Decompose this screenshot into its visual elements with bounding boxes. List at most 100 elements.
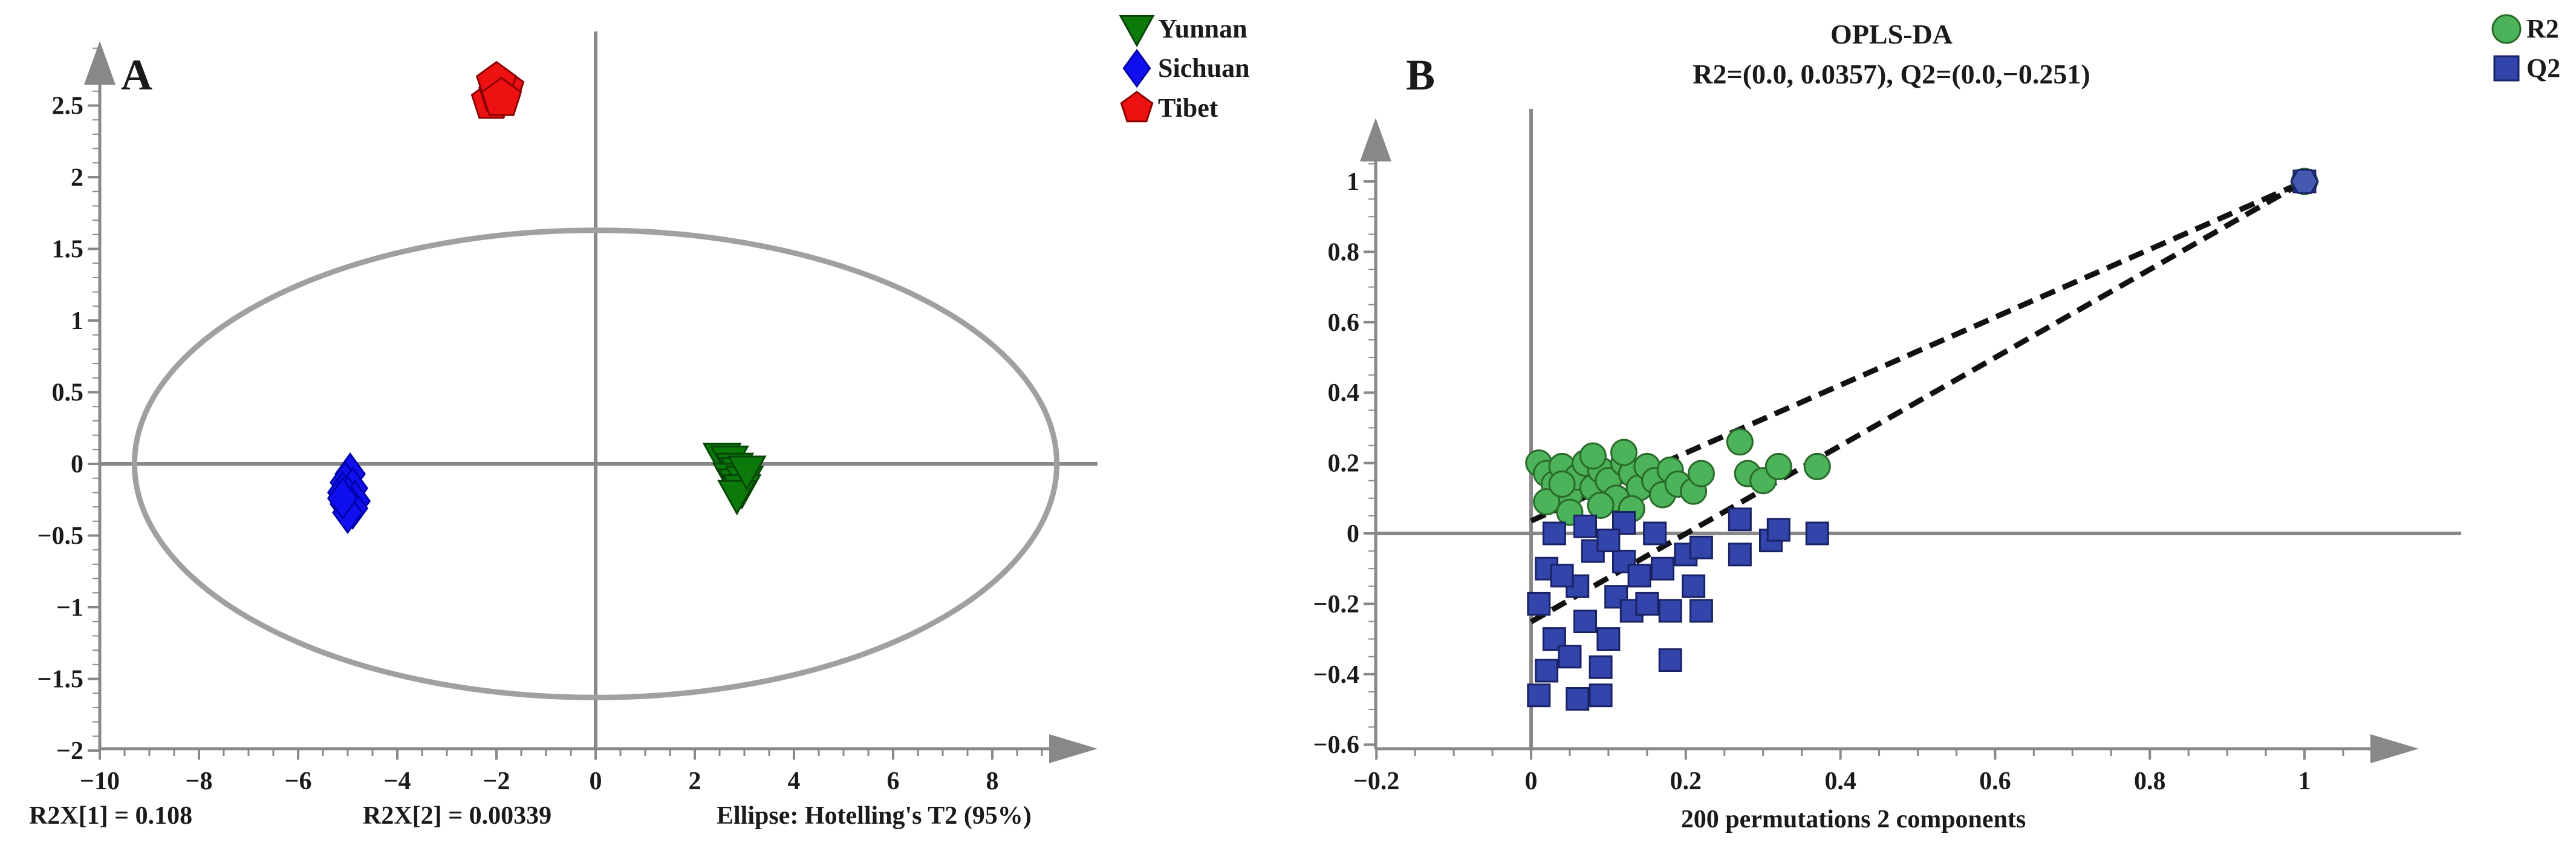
panel-b-point-q2 xyxy=(1542,521,1566,546)
panel-b-x-tick-label: 0.2 xyxy=(1670,767,1702,795)
panel-b-x-arrow xyxy=(2370,734,2419,763)
panel-a-x-tick-label: 4 xyxy=(788,767,801,795)
panel-a-ticks: −10 −8 −6 −4 −2 0 2 4 6 8 −2 −1.5 −1 −0.5 0 0.5 1 1.5 2 2.5 xyxy=(37,47,1043,795)
panel-a-point-tibet xyxy=(481,76,522,116)
panel-b-point-q2 xyxy=(1650,556,1674,581)
panel-a-y-tick-label: 1.5 xyxy=(52,236,84,264)
panel-b-point-q2 xyxy=(1535,659,1559,683)
panel-a-x-tick-label: 0 xyxy=(590,767,602,795)
hotelling-ellipse xyxy=(131,227,1060,700)
panel-b-point-q2 xyxy=(1635,591,1659,616)
panel-b-point-q2 xyxy=(1589,655,1613,679)
panel-b-point-q2 xyxy=(1596,529,1621,553)
panel-b-point-q2 xyxy=(1728,542,1752,567)
panel-b-y-tick-label: 0 xyxy=(1347,520,1359,548)
panel-a-x-tick-label: 6 xyxy=(887,767,900,795)
panel-b-y-arrow xyxy=(1360,118,1391,161)
panel-b-point-q2 xyxy=(1658,648,1682,673)
panel-a-legend: Yunnan Sichuan Tibet xyxy=(1119,14,1250,123)
panel-a-ellipse xyxy=(131,227,1060,700)
panel-b-point-q2 xyxy=(1682,574,1706,598)
panel-a-score-plot: A −10 −8 −6 −4 −2 0 2 4 6 8 −2 −1.5 −1 −0.5 0 0.5 1 1.5 2 2… xyxy=(29,14,1250,830)
panel-a-points xyxy=(327,60,767,535)
legend-label-r2: R2 xyxy=(2526,14,2559,44)
panel-b-point-q2 xyxy=(1558,645,1582,669)
legend-marker-sichuan xyxy=(1122,48,1151,88)
panel-b-permutation-plot: B OPLS-DA R2=(0.0, 0.0357), Q2=(0.0,−0.2… xyxy=(1313,14,2561,833)
legend-marker-r2 xyxy=(2491,14,2522,44)
panel-b-point-r2 xyxy=(1548,471,1576,498)
regression-line-r2 xyxy=(1530,178,2306,524)
panel-a-x-tick-label: −6 xyxy=(285,767,312,795)
footer-r2x2: R2X[2] = 0.00339 xyxy=(363,802,551,830)
panel-b-y-tick-label: −0.4 xyxy=(1313,661,1359,689)
panel-b-point-q2 xyxy=(1689,535,1713,559)
panel-a-x-tick-label: −8 xyxy=(186,767,213,795)
panel-b-point-q2 xyxy=(1527,591,1551,616)
panel-a-y-tick-label: 2.5 xyxy=(52,93,84,120)
panel-a-y-tick-label: −0.5 xyxy=(37,523,83,550)
panel-b-y-tick-label: 1 xyxy=(1347,168,1359,196)
panel-b-y-tick-label: −0.6 xyxy=(1313,731,1359,759)
panel-a-y-tick-label: 1 xyxy=(71,307,83,335)
panel-a-y-tick-label: −1.5 xyxy=(37,666,83,694)
panel-a-y-tick-label: −1 xyxy=(56,594,83,622)
legend-label-q2: Q2 xyxy=(2526,53,2560,83)
panel-a-x-tick-label: −2 xyxy=(483,767,510,795)
panel-b-y-tick-label: 0.8 xyxy=(1328,238,1360,266)
panel-b-point-q2 xyxy=(1612,511,1636,535)
panel-a-y-tick-label: −2 xyxy=(56,737,83,765)
panel-b-ticks: −0.2 0 0.2 0.4 0.6 0.8 1 −0.6 −0.4 −0.2 0 0.2 0.4 0.6… xyxy=(1313,163,2344,795)
panel-a-x-tick-label: 8 xyxy=(986,767,999,795)
panel-b-subtitle: R2=(0.0, 0.0357), Q2=(0.0,−0.251) xyxy=(1693,59,2090,90)
legend-label-yunnan: Yunnan xyxy=(1158,14,1247,44)
panel-b-point-r2 xyxy=(1579,442,1607,470)
panel-b-point-q2 xyxy=(1658,599,1682,623)
panel-b-point-q2 xyxy=(1643,521,1667,546)
panel-b-xlabel: 200 permutations 2 components xyxy=(1681,806,2026,833)
panel-b-point-q2 xyxy=(1596,627,1621,651)
panel-b-point-q2 xyxy=(1689,599,1713,623)
panel-b-point-q2 xyxy=(1728,507,1752,532)
panel-a-letter: A xyxy=(121,51,152,99)
panel-a-point-sichuan xyxy=(327,477,359,520)
panel-a-x-tick-label: 2 xyxy=(689,767,701,795)
panel-b-point-r2 xyxy=(1587,491,1615,519)
panel-b-point-q2 xyxy=(1550,564,1574,588)
panel-b-point-r2 xyxy=(1687,460,1715,487)
panel-b-y-tick-label: 0.6 xyxy=(1328,309,1360,337)
panel-b-x-tick-label: 0.8 xyxy=(2134,767,2166,795)
footer-r2x1: R2X[1] = 0.108 xyxy=(29,802,192,830)
panel-b-point-r2 xyxy=(1610,438,1638,466)
panel-b-regression-lines xyxy=(1529,178,2306,624)
panel-b-y-tick-label: 0.4 xyxy=(1328,379,1360,407)
regression-line-q2 xyxy=(1529,179,2306,624)
panel-b-point-r2 xyxy=(1764,452,1792,480)
panel-b-y-tick-label: −0.2 xyxy=(1313,590,1359,618)
panel-a-y-tick-label: 2 xyxy=(71,164,83,192)
panel-b-point-q2 xyxy=(1573,514,1598,538)
panel-a-x-tick-label: −10 xyxy=(80,767,120,795)
panel-b-point-q2 xyxy=(1805,521,1829,546)
panel-b-y-tick-label: 0.2 xyxy=(1328,450,1360,478)
panel-b-point-overlap xyxy=(2290,169,2319,194)
panel-b-title: OPLS-DA xyxy=(1830,19,1953,50)
panel-b-point-r2 xyxy=(1726,428,1754,456)
panel-b-x-tick-label: 0.6 xyxy=(1979,767,2011,795)
panel-b-x-tick-label: 0.4 xyxy=(1824,767,1856,795)
panel-b-point-q2 xyxy=(1527,683,1551,708)
panel-a-y-tick-label: 0 xyxy=(71,451,83,478)
legend-label-tibet: Tibet xyxy=(1158,93,1218,123)
panel-b-point-q2 xyxy=(1589,683,1613,708)
panel-b-point-q2 xyxy=(1573,610,1598,633)
legend-marker-yunnan xyxy=(1119,15,1155,48)
panel-b-point-r2 xyxy=(1803,452,1831,480)
panel-b-x-tick-label: 0 xyxy=(1525,767,1538,795)
panel-a-y-tick-label: 0.5 xyxy=(52,379,84,407)
legend-label-sichuan: Sichuan xyxy=(1158,53,1250,83)
panel-b-point-r2 xyxy=(1533,488,1561,516)
panel-b-point-q2 xyxy=(1627,564,1651,588)
panel-a-point-yunnan xyxy=(727,455,767,491)
